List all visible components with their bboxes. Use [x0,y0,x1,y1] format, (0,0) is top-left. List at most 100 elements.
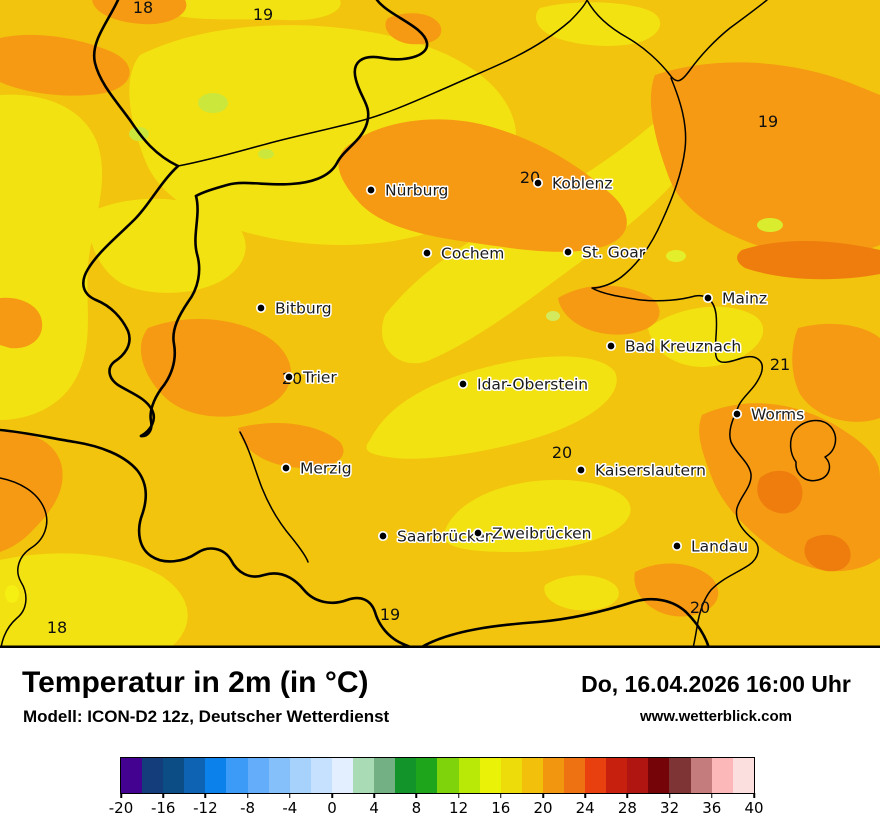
colorbar-segment [606,758,628,793]
city-label: Trier [302,369,337,387]
city-label: Cochem [441,245,504,263]
city-dot [255,302,267,314]
temp-field-orange-regions [0,0,880,617]
colorbar-segment [437,758,459,793]
colorbar-tick [500,793,502,798]
temperature-number-labels: 18191920212020191820 [47,0,790,637]
colorbar-tick-label: 4 [369,799,379,817]
temp-value-label: 20 [552,443,572,462]
colorbar-segment [268,758,290,793]
city-dot [532,177,544,189]
temp-value-label: 18 [47,618,67,637]
colorbar-tick-label: -8 [240,799,256,817]
colorbar-tick [626,793,629,798]
colorbar-segment [648,758,670,793]
temp-value-label: 20 [690,598,710,617]
city-label: Merzig [300,460,352,478]
colorbar-segment [205,758,227,793]
colorbar-segment [711,758,733,793]
temperature-map-svg: 18191920212020191820 NürburgKoblenzCoche… [0,0,880,648]
colorbar-segment [289,758,311,793]
temp-value-label: 19 [380,605,400,624]
colorbar-segment [395,758,417,793]
temp-value-label: 19 [253,5,273,24]
city-label: Saarbrücken [397,528,495,546]
temp-field-deep-orange-regions [737,240,880,572]
colorbar-tick-label: -16 [150,799,176,817]
colorbar-tick [753,793,755,798]
city-marker-cochem: Cochem [421,243,506,264]
model-info: Modell: ICON-D2 12z, Deutscher Wetterdie… [23,707,390,726]
city-label: Zweibrücken [492,525,591,543]
colorbar-tick [584,793,586,798]
city-label: Bitburg [275,300,332,318]
colorbar-segment [247,758,269,793]
colorbar-segment [585,758,607,793]
map-bottom-border [0,645,880,648]
city-marker-nürburg: Nürburg [365,180,450,201]
colorbar-tick-label: 36 [702,799,722,817]
colorbar-tick-label: 32 [660,799,680,817]
colorbar-tick-label: 8 [411,799,422,817]
colorbar-segment [669,758,691,793]
city-dot [365,184,377,196]
city-label: Kaiserslautern [595,462,706,480]
colorbar-axis: -20 -16 -12 -8 -4 0 4 8 12 16 20 24 28 32 36 40 [109,793,764,825]
city-label: Nürburg [385,182,448,200]
colorbar-tick [415,793,418,798]
colorbar-tick [668,793,671,798]
colorbar-segment [500,758,522,793]
city-label: Mainz [722,290,767,308]
colorbar-tick-label: 0 [327,799,337,817]
city-dot [702,292,714,304]
city-marker-bad-kreuznach: Bad Kreuznach [605,336,743,357]
colorbar-segment [353,758,375,793]
city-marker-kaiserslautern: Kaiserslautern [575,460,707,481]
city-dot [283,371,295,383]
colorbar-segment [416,758,438,793]
city-dot [472,527,484,539]
colorbar-segment [732,758,754,793]
colorbar-segment [458,758,480,793]
map-title: Temperatur in 2m (in °C) [22,666,369,699]
colorbar-tick-label: -12 [193,799,218,817]
city-dot [562,246,574,258]
colorbar-segment [374,758,396,793]
city-marker-koblenz: Koblenz [532,173,614,194]
city-marker-zweibrücken: Zweibrücken [472,523,593,544]
colorbar-segment [331,758,354,793]
city-markers: Nürburg Koblenz Cochem St. Goar Bitburg Mainz… [255,173,806,557]
city-dot [731,408,743,420]
city-label: Landau [691,538,748,556]
colorbar-segment [310,758,332,793]
city-marker-saarbrücken: Saarbrücken [377,526,496,547]
colorbar-segment [479,758,501,793]
city-marker-merzig: Merzig [280,458,353,479]
colorbar-segment [542,758,564,793]
city-marker-st-goar: St. Goar [562,242,647,263]
colorbar-segment [163,758,185,793]
colorbar-tick [542,793,544,798]
colorbar-tick-label: -20 [108,799,134,817]
city-marker-mainz: Mainz [702,288,769,309]
colorbar-tick [120,793,122,798]
colorbar-segment [521,758,543,793]
colorbar-tick-label: 12 [449,799,469,817]
website-url: www.wetterblick.com [640,708,792,725]
city-marker-idar-oberstein: Idar-Oberstein [457,374,590,395]
colorbar-segment [627,758,649,793]
temp-value-label: 21 [770,355,790,374]
colorbar-tick [246,793,249,798]
colorbar-tick [162,793,164,798]
colorbar-tick-label: -4 [282,799,298,817]
city-marker-worms: Worms [731,404,806,425]
city-label: Bad Kreuznach [625,338,741,356]
colorbar-segment [121,758,143,793]
city-dot [377,530,389,542]
city-marker-trier: Trier [283,367,339,388]
colorbar-tick-label: 20 [533,799,553,817]
border-lines [0,0,837,648]
temp-value-label: 19 [758,112,778,131]
city-dot [605,340,617,352]
